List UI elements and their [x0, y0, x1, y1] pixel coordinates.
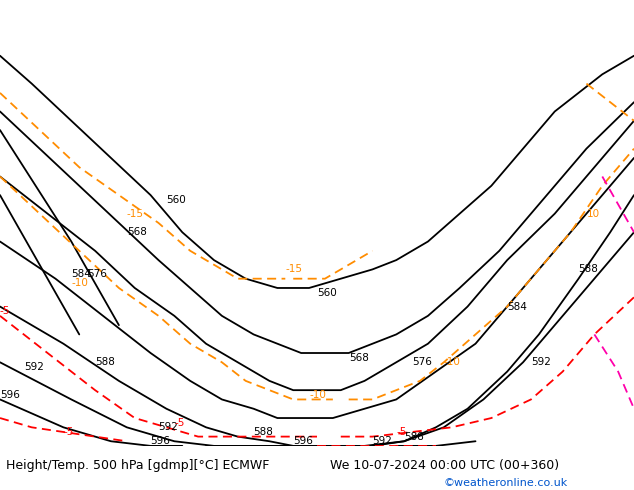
- Text: -10: -10: [71, 278, 88, 288]
- Text: -15: -15: [127, 209, 144, 219]
- Text: 576: 576: [412, 357, 432, 368]
- Text: 588: 588: [254, 427, 273, 437]
- Text: 596: 596: [150, 436, 171, 446]
- Text: 596: 596: [293, 436, 313, 446]
- Text: ©weatheronline.co.uk: ©weatheronline.co.uk: [444, 478, 568, 488]
- Text: 560: 560: [317, 288, 337, 297]
- Text: -5: -5: [396, 427, 406, 437]
- Text: 576: 576: [87, 269, 107, 279]
- Text: 10: 10: [586, 209, 600, 219]
- Text: 584: 584: [71, 269, 91, 279]
- Text: 592: 592: [23, 362, 44, 372]
- Text: 568: 568: [349, 353, 368, 363]
- Text: 568: 568: [127, 227, 146, 237]
- Text: 588: 588: [404, 432, 424, 441]
- Text: 592: 592: [373, 436, 392, 446]
- Text: 584: 584: [507, 301, 527, 312]
- Text: 588: 588: [95, 357, 115, 368]
- Text: 592: 592: [158, 422, 178, 432]
- Text: -5: -5: [63, 427, 74, 437]
- Text: -10: -10: [444, 357, 461, 368]
- Text: -5: -5: [0, 306, 10, 316]
- Text: 560: 560: [166, 195, 186, 205]
- Text: -15: -15: [285, 265, 302, 274]
- Text: 588: 588: [579, 265, 598, 274]
- Text: Height/Temp. 500 hPa [gdmp][°C] ECMWF: Height/Temp. 500 hPa [gdmp][°C] ECMWF: [6, 459, 269, 472]
- Text: -10: -10: [309, 390, 326, 400]
- Text: 596: 596: [0, 390, 20, 400]
- Text: -5: -5: [174, 417, 184, 428]
- Text: 592: 592: [531, 357, 551, 368]
- Text: We 10-07-2024 00:00 UTC (00+360): We 10-07-2024 00:00 UTC (00+360): [330, 459, 559, 472]
